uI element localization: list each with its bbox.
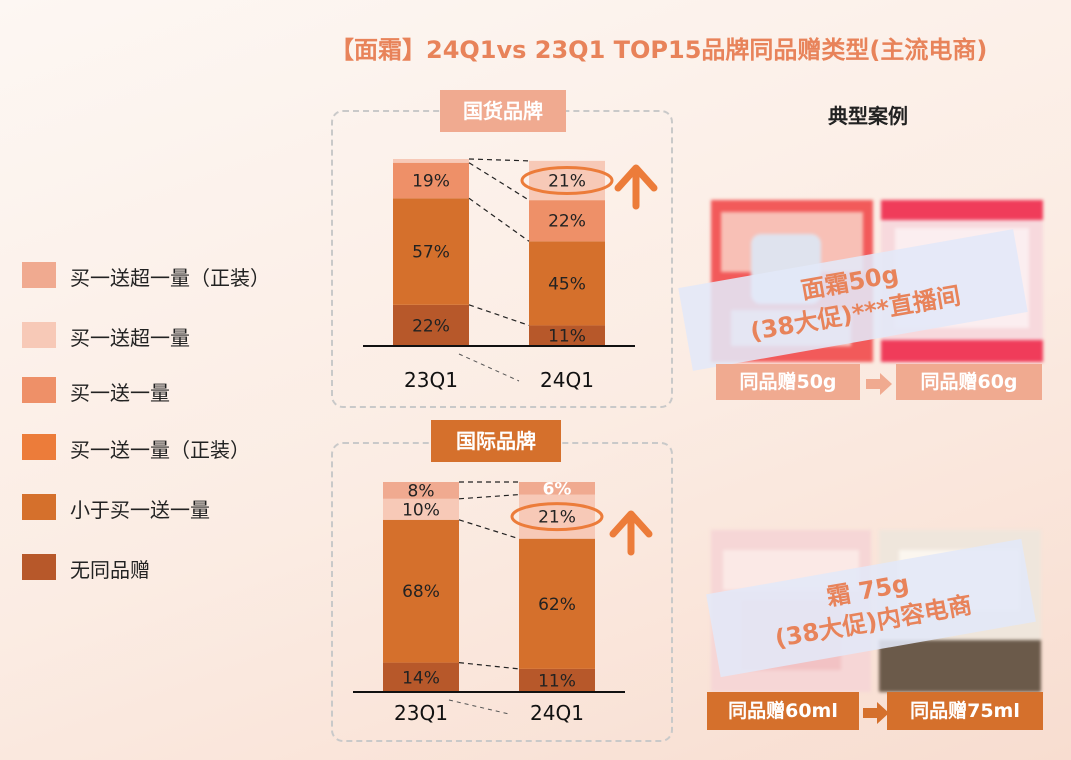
category-label: 24Q1 (540, 368, 594, 392)
bar-segment (393, 162, 469, 199)
data-label: 22% (412, 316, 450, 336)
case2-arrow-icon (863, 702, 889, 724)
chart-domestic: 22% 57% 19% 11% 45% 22% 21% 23Q1 24Q1 (363, 158, 658, 392)
data-label: 11% (548, 327, 586, 347)
highlight-ellipse (520, 166, 614, 196)
legend-swatch (22, 434, 56, 460)
bar-segment (529, 325, 605, 346)
legend-swatch (22, 262, 56, 288)
bar-segment (519, 668, 595, 692)
bar-segment (519, 538, 595, 669)
connector-line (458, 519, 520, 540)
legend-swatch (22, 494, 56, 520)
up-arrow-icon (614, 164, 658, 210)
panel-title-international: 国际品牌 (431, 420, 561, 462)
data-label: 10% (402, 500, 440, 520)
connector-line (468, 197, 530, 242)
bar-segment (519, 494, 595, 539)
data-label: 22% (548, 212, 586, 232)
data-label: 21% (538, 508, 576, 528)
connector-line (468, 158, 530, 162)
up-arrow-icon (609, 510, 653, 556)
bar-segment (393, 198, 469, 305)
connector-line (458, 494, 520, 500)
category-label: 23Q1 (394, 701, 448, 725)
bar-segment (383, 519, 459, 663)
data-label: 68% (402, 582, 440, 602)
connector-line (468, 162, 530, 201)
data-label: 62% (538, 595, 576, 615)
case2-left-label: 同品赠60ml (707, 692, 859, 730)
bar-segment (529, 200, 605, 242)
cases-title: 典型案例 (828, 104, 908, 128)
legend-label: 买一送一量（正装） (70, 438, 250, 462)
data-label: 45% (548, 274, 586, 294)
connector-line (458, 353, 520, 382)
category-label: 24Q1 (530, 701, 584, 725)
case2-right-label: 同品赠75ml (887, 692, 1043, 730)
data-label: 6% (543, 479, 572, 499)
bar-segment (529, 241, 605, 326)
legend-label: 买一送超一量 (70, 326, 190, 350)
legend-label: 小于买一送一量 (70, 498, 210, 522)
bar-segment (519, 482, 595, 495)
bar-segment (383, 498, 459, 520)
legend-swatch (22, 377, 56, 403)
bar-segment (393, 159, 469, 163)
data-label: 14% (402, 668, 440, 688)
bar-segment (383, 662, 459, 692)
connector-line (468, 304, 530, 326)
chart-international: 14% 68% 10%8% 11% 62% 21% 6% 23Q1 24Q1 (353, 479, 653, 725)
case1-arrow-icon (866, 373, 892, 395)
data-label: 11% (538, 671, 576, 691)
data-label: 19% (412, 172, 450, 192)
highlight-ellipse (510, 502, 604, 532)
data-label: 57% (412, 243, 450, 263)
legend-swatch (22, 322, 56, 348)
bar-segment (383, 482, 459, 499)
case1-right-label: 同品赠60g (896, 364, 1042, 400)
data-label: 21% (548, 172, 586, 192)
panel-title-domestic: 国货品牌 (440, 90, 566, 132)
data-label: 8% (408, 481, 435, 501)
page-title: 【面霜】24Q1vs 23Q1 TOP15品牌同品赠类型(主流电商) (330, 36, 988, 64)
connector-line (448, 699, 510, 715)
legend-label: 买一送超一量（正装） (70, 266, 270, 290)
connector-line (458, 662, 520, 670)
case1-left-label: 同品赠50g (716, 364, 860, 400)
legend-label: 无同品赠 (70, 558, 150, 582)
bar-segment (393, 304, 469, 346)
legend-swatch (22, 554, 56, 580)
category-label: 23Q1 (404, 368, 458, 392)
legend-label: 买一送一量 (70, 381, 170, 405)
